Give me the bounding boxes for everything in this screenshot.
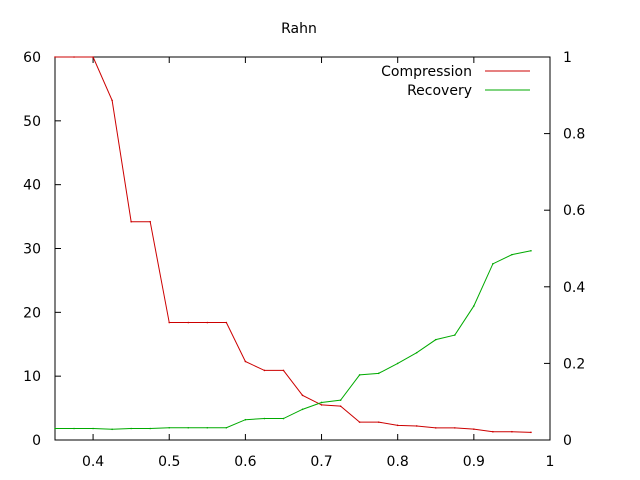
recovery-point [73,427,75,430]
compression-point [149,220,151,223]
recovery-point [54,427,56,430]
recovery-line [55,250,532,430]
y-left-tick-label: 30 [23,242,41,258]
recovery-point [111,428,113,431]
recovery-point [225,426,228,429]
compression-point [130,220,132,223]
legend-label-compression: Compression [381,64,472,80]
y-right-tick-label: 0.2 [563,356,585,372]
recovery-point [415,351,418,354]
recovery-point [168,426,171,429]
compression-line [55,56,531,433]
compression-point [73,56,75,58]
legend: Compression Recovery [381,64,530,99]
y-left-tick-label: 60 [23,50,41,66]
chart-title: Rahn [281,21,317,37]
y-right-tick-label: 1 [563,50,572,66]
axis-ticks: 0.4 0.5 0.6 0.7 0.8 0.9 1010203040506000.20.40… [23,50,585,470]
x-tick-label: 0.4 [82,454,104,470]
recovery-point [282,417,285,420]
y-right-tick-label: 0.6 [563,203,585,219]
recovery-point [434,338,437,341]
recovery-point [244,418,247,421]
compression-point [111,99,113,102]
y-right-tick-label: 0.8 [563,127,585,143]
compression-point [511,430,513,433]
y-left-tick-label: 10 [23,369,41,385]
recovery-point [492,263,494,265]
compression-point [206,321,209,324]
x-tick-label: 1 [546,454,555,470]
recovery-point [473,305,475,307]
y-left-tick-label: 50 [23,114,41,130]
recovery-point [511,253,513,256]
compression-point [530,431,532,434]
compression-point [415,425,418,427]
x-tick-label: 0.5 [158,454,180,470]
recovery-point [396,362,399,365]
compression-point [358,421,361,423]
compression-point [282,369,285,372]
plot-frame [54,56,551,441]
recovery-point [206,426,209,429]
recovery-point [530,249,532,252]
compression-point [168,321,171,324]
y-right-tick-label: 0.4 [563,280,585,296]
y-right-tick-label: 0 [563,433,572,449]
series-lines [54,56,532,434]
x-tick-label: 0.7 [310,454,332,470]
y-left-tick-label: 40 [23,178,41,194]
recovery-point [377,372,380,375]
compression-point [339,405,342,407]
recovery-point [301,408,304,411]
y-left-tick-label: 0 [32,433,41,449]
compression-point [301,394,304,397]
x-tick-label: 0.6 [234,454,256,470]
compression-point [263,369,266,372]
compression-point [454,427,456,429]
recovery-point [358,374,361,376]
compression-point [244,360,247,363]
recovery-point [149,427,151,430]
recovery-point [92,427,94,430]
y-left-tick-label: 20 [23,305,41,321]
x-tick-label: 0.9 [463,454,485,470]
recovery-point [187,426,190,429]
recovery-point [454,334,456,336]
recovery-point [320,401,323,404]
recovery-point [130,427,132,430]
compression-point [187,321,190,324]
compression-point [434,427,437,429]
recovery-point [263,417,266,420]
compression-point [377,421,380,423]
compression-point [492,430,494,433]
compression-point [54,56,56,58]
compression-point [320,404,323,406]
compression-point [473,428,475,430]
legend-label-recovery: Recovery [407,83,472,99]
recovery-point [339,399,342,401]
compression-point [396,424,399,427]
compression-point [225,321,228,324]
x-tick-label: 0.8 [387,454,409,470]
compression-point [92,56,94,58]
